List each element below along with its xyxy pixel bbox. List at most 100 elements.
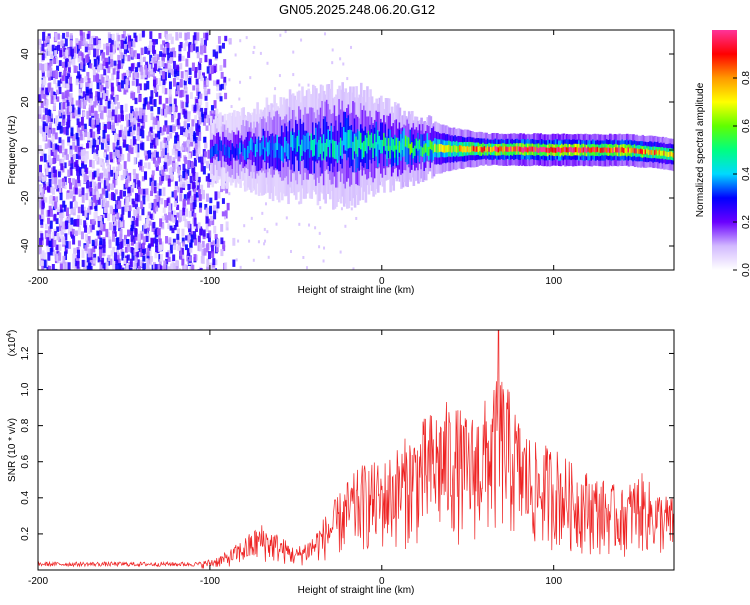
spectrogram-noise-cell xyxy=(70,59,74,65)
spectrogram-noise-cell xyxy=(193,187,197,194)
spectrogram-noise-cell xyxy=(56,154,60,162)
spectrogram-noise-cell xyxy=(210,241,214,248)
spectrogram-noise-cell xyxy=(63,64,67,71)
spectrogram-noise-cell xyxy=(59,49,63,58)
spectrogram-noise-cell xyxy=(89,225,93,233)
spectrogram-noise-cell xyxy=(119,228,123,237)
spectrogram-noise-cell xyxy=(99,178,103,184)
spectrogram-noise-cell xyxy=(133,266,137,270)
spectrogram-noise-cell xyxy=(93,188,97,198)
spectrogram-noise-cell xyxy=(170,36,174,45)
spectrogram-noise-cell xyxy=(162,47,166,54)
spectrogram-noise-cell xyxy=(72,253,76,263)
spectrogram-noise-cell xyxy=(69,149,73,158)
spectrogram-noise-cell xyxy=(87,131,91,140)
snr-multiplier-suffix: ) xyxy=(7,330,18,333)
spectrogram-noise-cell xyxy=(120,110,124,120)
spectrogram-noise-cell xyxy=(53,78,57,84)
spectrogram-noise-cell xyxy=(59,210,63,216)
spectrogram-noise-cell xyxy=(150,134,154,140)
spectrogram-noise-cell xyxy=(195,153,199,160)
spectrogram-noise-cell xyxy=(180,247,184,255)
spectrogram-noise-cell xyxy=(137,180,141,190)
spectrogram-noise-cell xyxy=(116,71,120,80)
spectrogram-noise-cell xyxy=(56,226,60,232)
spectrogram-ridge-cell xyxy=(551,147,555,153)
spectrogram-noise-cell xyxy=(108,78,112,87)
spectrogram-noise-cell xyxy=(207,218,211,227)
spectrogram-noise-cell xyxy=(179,63,183,70)
colorbar-gradient xyxy=(712,30,737,270)
spectrogram-noise-cell xyxy=(129,267,133,270)
spectrogram-ridge-cell xyxy=(220,143,224,168)
spectrogram-ridge-cell xyxy=(406,136,409,148)
spectrogram-speck xyxy=(245,36,248,40)
spectrogram-noise-cell xyxy=(132,40,136,48)
spectrogram-noise-cell xyxy=(206,233,210,239)
spectrogram-ridge-cell xyxy=(361,142,365,160)
spectrogram-ridge-cell xyxy=(307,132,310,171)
spectrogram-noise-cell xyxy=(87,46,91,55)
spectrogram-noise-cell xyxy=(75,159,79,168)
spectrogram-noise-cell xyxy=(170,173,174,180)
spectrogram-noise-cell xyxy=(70,163,74,169)
spectrogram-noise-cell xyxy=(116,139,120,146)
spectrogram-noise-cell xyxy=(110,183,114,191)
spectrogram-noise-cell xyxy=(65,154,69,160)
spectrogram-noise-cell xyxy=(197,241,201,251)
spectrogram-noise-cell xyxy=(77,249,81,259)
spectrogram-noise-cell xyxy=(93,253,97,261)
spectrogram-noise-cell xyxy=(221,198,225,204)
spectrogram-noise-cell xyxy=(120,129,124,137)
spectrogram-ridge-cell xyxy=(639,148,643,154)
spectrogram-noise-cell xyxy=(160,254,164,262)
spectrogram-ridge-cell xyxy=(420,146,423,156)
spectrogram-noise-cell xyxy=(150,112,154,121)
spectrogram-noise-cell xyxy=(184,110,188,119)
spectrogram-noise-cell xyxy=(67,73,71,79)
spectrogram-noise-cell xyxy=(160,198,164,205)
spectrogram-noise-cell xyxy=(72,195,76,203)
spectrogram-ridge-cell xyxy=(489,147,493,153)
spectrogram-ridge-cell xyxy=(643,148,646,155)
spectrogram-noise-cell xyxy=(96,156,100,165)
spectrogram-noise-cell xyxy=(168,155,172,165)
spectrogram-noise-cell xyxy=(68,177,72,184)
spectrogram-ridge-cell xyxy=(285,140,289,157)
spectrogram-noise-cell xyxy=(105,261,109,270)
spectrogram-noise-cell xyxy=(188,190,192,198)
spectrogram-noise-cell xyxy=(131,252,135,261)
spectrogram-speck xyxy=(298,222,301,226)
spectrogram-ridge-cell xyxy=(578,147,581,153)
spectrogram-ridge-cell xyxy=(607,147,611,153)
spectrogram-ridge-cell xyxy=(429,140,433,150)
spectrogram-noise-cell xyxy=(148,150,152,159)
spectrogram-noise-cell xyxy=(70,97,74,107)
spectrogram-noise-cell xyxy=(195,46,199,53)
spectrogram-noise-cell xyxy=(139,159,143,166)
spectrogram-ridge-cell xyxy=(584,146,587,152)
spectrogram-noise-cell xyxy=(61,181,65,189)
spectrogram-speck xyxy=(275,222,278,226)
spectrogram-noise-cell xyxy=(190,202,194,212)
spectrogram-noise-cell xyxy=(94,110,98,120)
spectrogram-noise-cell xyxy=(133,139,137,146)
spectrogram-noise-cell xyxy=(182,170,186,179)
spectrogram-ridge-cell xyxy=(248,141,252,154)
spectrogram-noise-cell xyxy=(146,260,150,269)
spectrogram-noise-cell xyxy=(106,145,110,152)
spectrogram-noise-cell xyxy=(140,71,144,80)
spectrogram-noise-cell xyxy=(200,184,204,194)
spectrogram-speck xyxy=(239,39,242,43)
spectrogram-noise-cell xyxy=(133,157,137,165)
spectrogram-noise-cell xyxy=(146,215,150,225)
spectrogram-noise-cell xyxy=(152,56,156,63)
spectrogram-ridge-cell xyxy=(214,143,218,155)
spectrogram-noise-cell xyxy=(77,225,81,235)
spectrogram-ridge-cell xyxy=(596,146,600,152)
spectrogram-ridge-cell xyxy=(615,147,618,153)
spectrogram-noise-cell xyxy=(92,200,96,207)
spectrogram-speck xyxy=(302,255,305,259)
spectrogram-noise-cell xyxy=(213,225,217,234)
spectrogram-noise-cell xyxy=(49,195,53,202)
